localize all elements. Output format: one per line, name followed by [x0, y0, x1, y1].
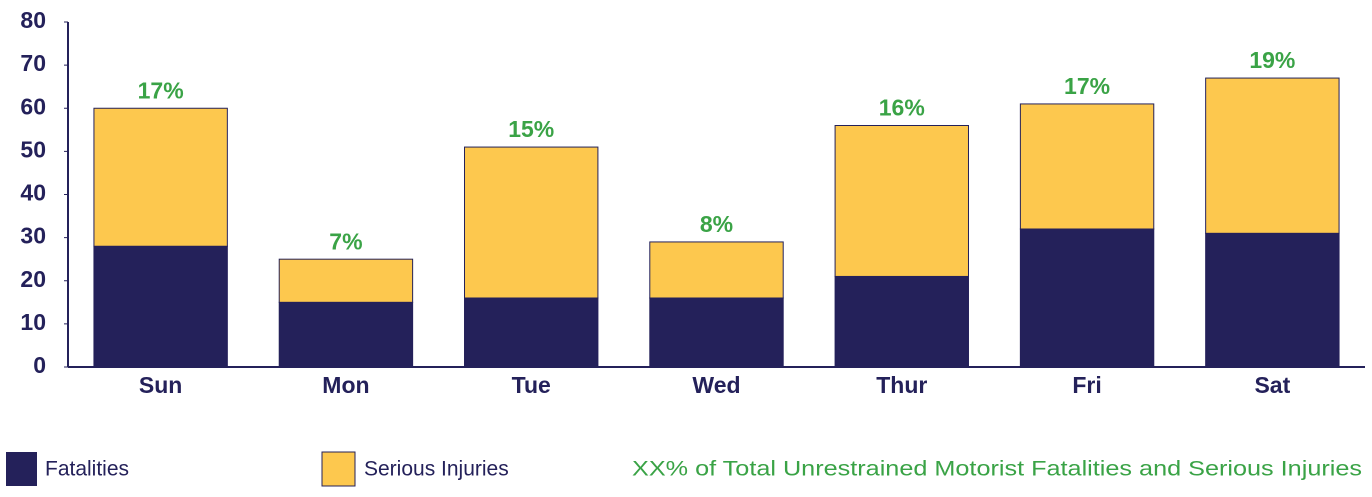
x-tick-label: Sat: [1254, 372, 1290, 398]
legend-swatch: [321, 451, 356, 487]
bar-segment: [649, 241, 784, 299]
bar-segment: [834, 125, 969, 277]
legend-label: Serious Injuries: [364, 458, 509, 481]
bar-segment: [1019, 228, 1155, 368]
annotation: XX% of Total Unrestrained Motorist Fatal…: [632, 458, 1362, 481]
bar-segment: [649, 297, 784, 368]
x-tick-label: Tue: [512, 372, 551, 398]
x-tick-label: Thur: [876, 372, 927, 398]
bar-segment: [834, 275, 969, 368]
bar-segment: [278, 258, 414, 303]
bar-label: 15%: [508, 116, 554, 142]
x-tick-label: Sun: [139, 372, 182, 398]
bar-segment: [464, 297, 599, 368]
bar-segment: [93, 107, 228, 247]
x-tick-label: Mon: [322, 372, 369, 398]
bar-segment: [1205, 77, 1340, 234]
x-tick-label: Fri: [1072, 372, 1101, 398]
y-tick-label: 0: [33, 352, 46, 378]
bar-segment: [464, 146, 599, 299]
bar-label: 7%: [329, 228, 362, 254]
y-tick-label: 10: [20, 309, 46, 335]
bar-label: 8%: [700, 211, 733, 237]
bar-label: 17%: [138, 77, 184, 103]
y-tick-label: 70: [20, 50, 46, 76]
legend-label: Fatalities: [45, 458, 129, 481]
y-tick-label: 20: [20, 266, 46, 292]
bar-segment: [278, 301, 414, 368]
bar-label: 19%: [1249, 47, 1295, 73]
y-tick-label: 60: [20, 93, 46, 119]
y-tick-label: 30: [20, 223, 46, 249]
x-tick-label: Wed: [692, 372, 740, 398]
y-tick-label: 40: [20, 180, 46, 206]
y-tick-label: 50: [20, 136, 46, 162]
bar-label: 16%: [879, 95, 925, 121]
legend-swatch: [6, 452, 37, 486]
bar-segment: [1205, 232, 1340, 368]
bar-segment: [1019, 103, 1155, 230]
y-tick-label: 80: [20, 7, 46, 33]
bar-label: 17%: [1064, 73, 1110, 99]
bar-segment: [93, 245, 228, 368]
